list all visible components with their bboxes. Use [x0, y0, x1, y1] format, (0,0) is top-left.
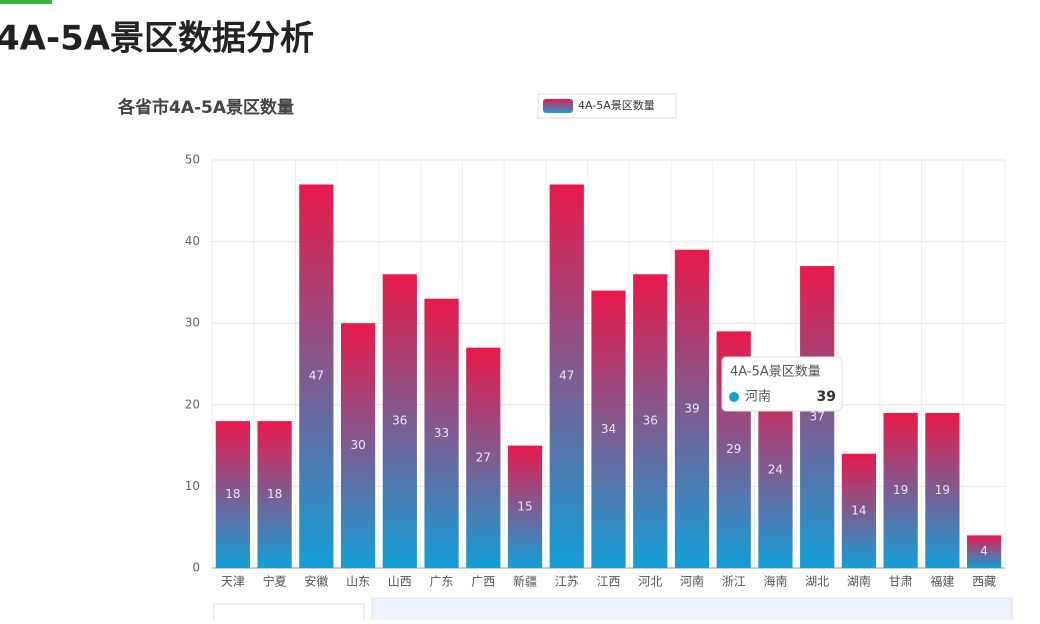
bar [674, 249, 710, 568]
x-tick-label: 山东 [346, 575, 370, 589]
bar [299, 184, 334, 569]
x-tick-label: 湖北 [805, 574, 829, 589]
bar [591, 290, 626, 568]
bar [841, 453, 877, 568]
value-label: 36 [392, 414, 407, 428]
tooltip-title: 4A-5A景区数量 [730, 365, 821, 380]
x-tick-label: 河南 [680, 574, 704, 589]
value-label: 47 [309, 369, 324, 383]
page-title: 4A-5A景区数据分析 [0, 19, 314, 59]
x-tick-label: 甘肃 [889, 575, 913, 589]
bar [424, 298, 459, 568]
x-tick-label: 浙江 [722, 575, 746, 589]
y-tick-label: 50 [185, 153, 200, 167]
panel-edge [371, 597, 1013, 624]
value-label: 37 [810, 410, 825, 424]
value-label: 30 [350, 438, 365, 452]
x-tick-label: 河北 [638, 575, 662, 589]
header-accent [0, 0, 52, 4]
value-label: 33 [434, 426, 449, 440]
bar [466, 347, 501, 568]
bar [257, 421, 292, 568]
bar [800, 266, 835, 568]
value-label: 19 [935, 483, 950, 497]
value-label: 18 [267, 487, 282, 501]
y-tick-label: 30 [185, 316, 200, 330]
y-tick-label: 20 [185, 397, 200, 411]
x-tick-label: 宁夏 [263, 574, 287, 589]
tooltip-box [721, 356, 843, 412]
x-tick-label: 湖南 [847, 574, 871, 589]
x-tick-label: 江苏 [555, 575, 579, 589]
bar [549, 184, 584, 569]
tooltip-value: 39 [817, 389, 836, 405]
x-tick-label: 西藏 [972, 575, 996, 589]
bar [507, 445, 543, 568]
bar [633, 274, 668, 568]
value-label: 19 [893, 483, 908, 497]
x-tick-label: 广东 [430, 575, 454, 589]
y-tick-label: 10 [185, 479, 200, 493]
value-label: 18 [225, 487, 240, 501]
bar [883, 412, 918, 568]
bar [925, 412, 960, 568]
x-tick-label: 海南 [763, 574, 787, 589]
tooltip-name: 河南 [745, 389, 771, 405]
bar [382, 274, 417, 568]
value-label: 4 [980, 544, 988, 558]
x-tick-label: 新疆 [513, 574, 537, 589]
x-tick-label: 安徽 [304, 574, 328, 589]
bar [215, 421, 250, 568]
value-label: 29 [726, 442, 741, 456]
x-tick-label: 福建 [930, 574, 954, 589]
value-label: 14 [851, 503, 866, 517]
y-tick-label: 0 [192, 561, 200, 575]
value-label: 39 [684, 401, 699, 415]
x-tick-label: 江西 [596, 575, 620, 589]
value-label: 15 [517, 499, 532, 513]
value-label: 47 [559, 369, 574, 383]
panel-edge [213, 603, 365, 624]
x-tick-label: 山西 [388, 575, 412, 589]
bar [340, 323, 376, 568]
value-label: 24 [768, 463, 783, 477]
legend-swatch [543, 99, 573, 113]
x-tick-label: 天津 [221, 575, 245, 589]
x-tick-label: 广西 [471, 575, 495, 589]
value-label: 27 [476, 450, 491, 464]
y-tick-label: 40 [185, 234, 200, 248]
bar [967, 535, 1002, 568]
tooltip-dot [729, 392, 739, 402]
value-label: 36 [643, 414, 658, 428]
chart-title: 各省市4A-5A景区数量 [117, 97, 294, 118]
legend-label: 4A-5A景区数量 [578, 99, 655, 112]
value-label: 34 [601, 422, 616, 436]
